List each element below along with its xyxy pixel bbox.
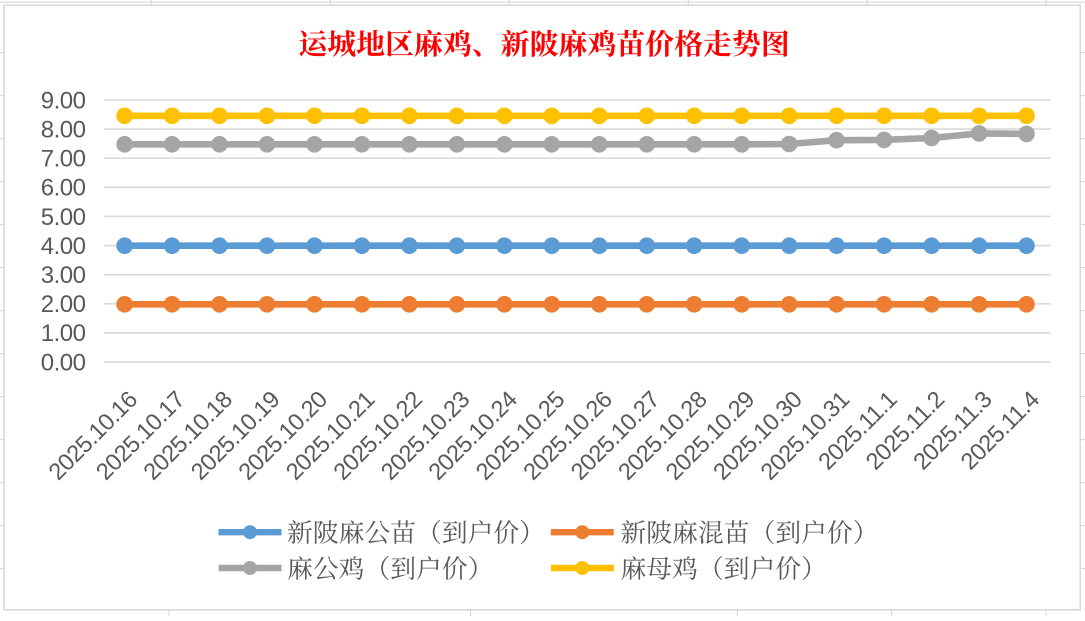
svg-text:4.00: 4.00 — [41, 233, 86, 260]
svg-text:7.00: 7.00 — [41, 146, 86, 173]
svg-text:3.00: 3.00 — [41, 262, 86, 289]
svg-text:1.00: 1.00 — [41, 320, 86, 347]
svg-text:8.00: 8.00 — [41, 116, 86, 143]
svg-text:9.00: 9.00 — [41, 87, 86, 114]
svg-text:5.00: 5.00 — [41, 204, 86, 231]
svg-text:6.00: 6.00 — [41, 175, 86, 202]
svg-text:0.00: 0.00 — [41, 349, 86, 376]
svg-text:2.00: 2.00 — [41, 291, 86, 318]
